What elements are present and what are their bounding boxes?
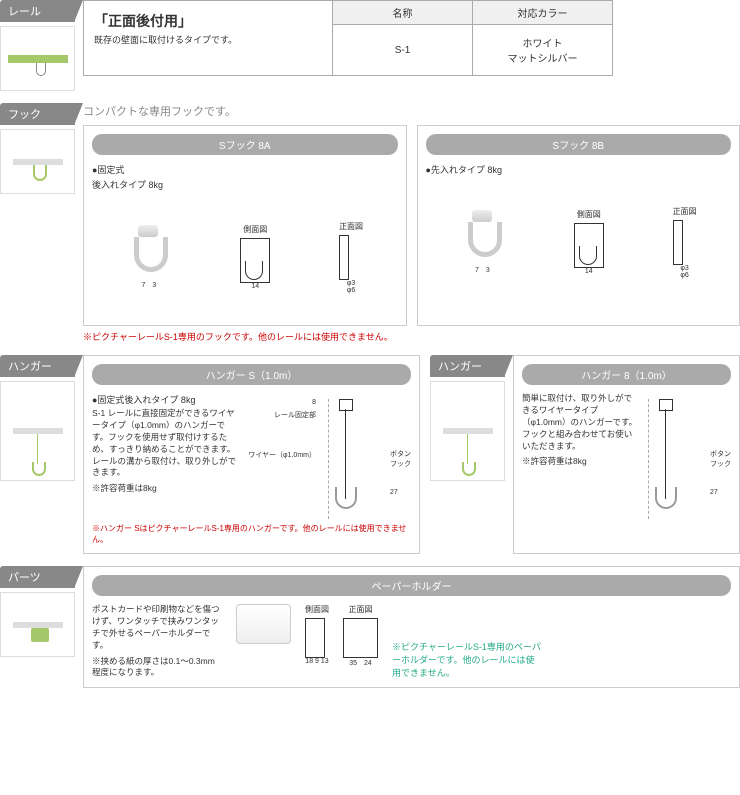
paper-side-icon (305, 618, 325, 658)
paper-front-icon (343, 618, 378, 658)
rail-color-col: 対応カラー ホワイト マットシルバー (473, 0, 613, 76)
rail-title: 「正面後付用」 (94, 11, 322, 31)
parts-tab: パーツ (0, 566, 75, 588)
rail-color-val: ホワイト マットシルバー (473, 25, 612, 75)
hook-thumb (0, 129, 75, 194)
hook-tab: フック (0, 103, 75, 125)
hanger-s-block: ハンガー ハンガー S（1.0m） ●固定式後入れタイプ 8kg S-1 レール… (0, 355, 420, 554)
paper-header: ペーパーホルダー (92, 575, 731, 596)
rail-tab: レール (0, 0, 75, 22)
paper-note: ※ピクチャーレールS-1専用のペーパーホルダーです。他のレールには使用できません… (392, 640, 542, 679)
hook-b-diagrams: 7 3 側面図14 正面図φ3φ6 (426, 182, 732, 302)
parts-section: パーツ ペーパーホルダー ポストカードや印刷物などを傷つけず、ワンタッチで挟みワ… (0, 566, 740, 688)
hook-a-header: Sフック 8A (92, 134, 398, 155)
hanger-8-block: ハンガー ハンガー 8（1.0m） 簡単に取付け、取り外しができるワイヤータイプ… (430, 355, 740, 554)
hanger-tab-s: ハンガー (0, 355, 75, 377)
hook-a-side-icon (240, 238, 270, 283)
hook-a-spec2: 後入れタイプ 8kg (92, 178, 398, 191)
hanger-s-spec: ●固定式後入れタイプ 8kg (92, 393, 238, 406)
hanger-s-card: ハンガー S（1.0m） ●固定式後入れタイプ 8kg S-1 レールに直接固定… (83, 355, 420, 554)
paper-thick: ※挟める紙の厚さは0.1〜0.3mm程度になります。 (92, 656, 222, 680)
rail-content: 「正面後付用」 既存の壁面に取付けるタイプです。 名称 S-1 対応カラー ホワ… (83, 0, 740, 91)
paper-card: ペーパーホルダー ポストカードや印刷物などを傷つけず、ワンタッチで挟みワンタッチ… (83, 566, 740, 688)
hook-tab-col: フック (0, 103, 75, 343)
hanger-tab-8: ハンガー (430, 355, 505, 377)
hook-cards: Sフック 8A ●固定式 後入れタイプ 8kg 7 3 側面図14 正面図φ3φ… (83, 125, 740, 326)
rail-thumb (0, 26, 75, 91)
parts-thumb (0, 592, 75, 657)
hanger-8-thumb (430, 381, 505, 481)
rail-name-col: 名称 S-1 (333, 0, 473, 76)
hanger-s-desc: S-1 レールに直接固定ができるワイヤータイプ（φ1.0mm）のハンガーです。フ… (92, 408, 238, 479)
hanger-8-weight: ※許容荷重は8kg (522, 456, 640, 468)
hanger-s-weight: ※許容荷重は8kg (92, 483, 238, 495)
hook-content: コンパクトな専用フックです。 Sフック 8A ●固定式 後入れタイプ 8kg 7… (83, 103, 740, 343)
rail-sub: 既存の壁面に取付けるタイプです。 (94, 33, 322, 46)
hook-b-header: Sフック 8B (426, 134, 732, 155)
hanger-8-desc: 簡単に取付け、取り外しができるワイヤータイプ（φ1.0mm）のハンガーです。フッ… (522, 393, 640, 452)
hook-section: フック コンパクトな専用フックです。 Sフック 8A ●固定式 後入れタイプ 8… (0, 103, 740, 343)
hook-subtitle: コンパクトな専用フックです。 (83, 103, 740, 119)
hanger-8-diagram: ボタン フック 27 (648, 399, 731, 519)
rail-desc-cell: 「正面後付用」 既存の壁面に取付けるタイプです。 (83, 0, 333, 76)
hook-b-side-icon (574, 223, 604, 268)
rail-color-header: 対応カラー (473, 1, 612, 25)
hook-note: ※ピクチャーレールS-1専用のフックです。他のレールには使用できません。 (83, 330, 740, 343)
rail-table: 「正面後付用」 既存の壁面に取付けるタイプです。 名称 S-1 対応カラー ホワ… (83, 0, 740, 76)
hook-b-3d-icon (460, 210, 505, 265)
hanger-section: ハンガー ハンガー S（1.0m） ●固定式後入れタイプ 8kg S-1 レール… (0, 355, 740, 554)
rail-section: レール 「正面後付用」 既存の壁面に取付けるタイプです。 名称 S-1 対応カラ… (0, 0, 740, 91)
hanger-8-card: ハンガー 8（1.0m） 簡単に取付け、取り外しができるワイヤータイプ（φ1.0… (513, 355, 740, 554)
hook-a-spec1: ●固定式 (92, 163, 398, 176)
hook-a-diagrams: 7 3 側面図14 正面図φ3φ6 (92, 197, 398, 317)
hook-a-front-icon (339, 235, 349, 280)
hook-card-b: Sフック 8B ●先入れタイプ 8kg 7 3 側面図14 正面図φ3φ6 (417, 125, 740, 326)
rail-name-val: S-1 (333, 25, 472, 75)
hanger-s-header: ハンガー S（1.0m） (92, 364, 411, 385)
hook-card-a: Sフック 8A ●固定式 後入れタイプ 8kg 7 3 側面図14 正面図φ3φ… (83, 125, 407, 326)
parts-tab-col: パーツ (0, 566, 75, 688)
paper-desc: ポストカードや印刷物などを傷つけず、ワンタッチで挟みワンタッチで外せるペーパーホ… (92, 604, 222, 652)
hanger-8-header: ハンガー 8（1.0m） (522, 364, 731, 385)
paper-3d (236, 604, 291, 644)
hanger-s-note: ※ハンガー SはピクチャーレールS-1専用のハンガーです。他のレールには使用でき… (92, 523, 411, 545)
parts-content: ペーパーホルダー ポストカードや印刷物などを傷つけず、ワンタッチで挟みワンタッチ… (83, 566, 740, 688)
hook-b-spec1: ●先入れタイプ 8kg (426, 163, 732, 176)
hook-a-3d-icon (126, 225, 171, 280)
rail-tab-col: レール (0, 0, 75, 91)
hook-b-front-icon (673, 220, 683, 265)
hanger-s-thumb (0, 381, 75, 481)
rail-name-header: 名称 (333, 1, 472, 25)
hanger-s-diagram: 8 レール固定部 ワイヤー（φ1.0mm） ボタン フック 27 (248, 399, 411, 519)
